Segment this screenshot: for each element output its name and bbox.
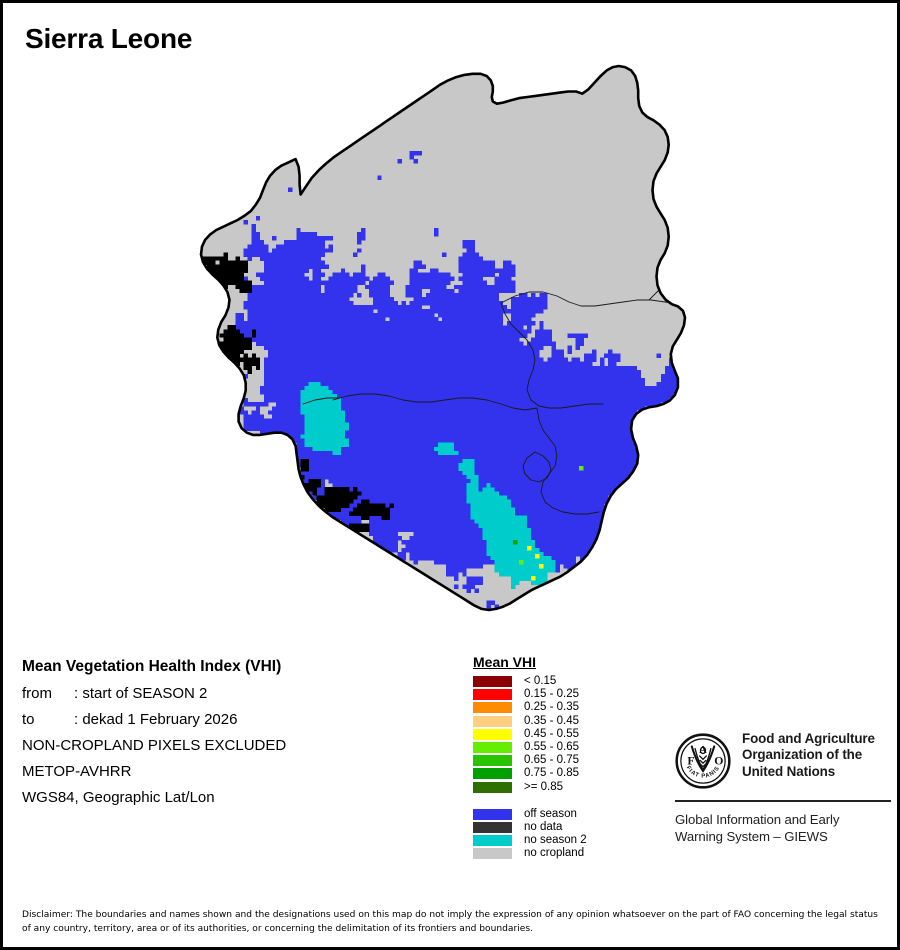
fao-name-line-1: Food and Agriculture xyxy=(742,731,875,746)
legend-class-swatch xyxy=(473,755,512,767)
sierra-leone-map[interactable] xyxy=(183,48,748,633)
giews-name: Global Information and Early Warning Sys… xyxy=(675,811,893,845)
legend-special-label: no data xyxy=(524,820,563,833)
fao-logo-icon: F A O FIAT PANIS xyxy=(675,733,731,789)
map-canvas[interactable] xyxy=(183,48,748,633)
legend-class-swatch xyxy=(473,742,512,754)
legend-class-row[interactable]: 0.25 - 0.35 xyxy=(473,701,587,714)
info-projection: WGS84, Geographic Lat/Lon xyxy=(22,789,215,806)
legend-special-row[interactable]: off season xyxy=(473,808,587,821)
fao-name-line-3: United Nations xyxy=(742,763,836,779)
info-row-from: from : start of SEASON 2 xyxy=(22,685,442,702)
legend-class-label: 0.75 - 0.85 xyxy=(524,767,579,780)
legend-special-swatch xyxy=(473,848,512,860)
water-estuary-layer xyxy=(203,252,394,533)
info-to-key: to xyxy=(22,711,35,728)
fao-emblem-icon: F A O FIAT PANIS xyxy=(675,733,731,789)
giews-line-1: Global Information and Early xyxy=(675,812,840,827)
fao-branding: F A O FIAT PANIS Food and Agriculture Or… xyxy=(675,731,893,845)
legend-special-swatch xyxy=(473,821,512,833)
country-outline xyxy=(199,64,687,612)
info-sensor: METOP-AVHRR xyxy=(22,763,132,780)
legend-special-row[interactable]: no season 2 xyxy=(473,834,587,847)
info-noncropland-note: NON-CROPLAND PIXELS EXCLUDED xyxy=(22,737,287,754)
legend-special-label: off season xyxy=(524,807,577,820)
legend-class-label: 0.65 - 0.75 xyxy=(524,754,579,767)
disclaimer-text: Disclaimer: The boundaries and names sho… xyxy=(22,910,878,934)
legend-class-row[interactable]: 0.75 - 0.85 xyxy=(473,767,587,780)
legend-class-row[interactable]: 0.35 - 0.45 xyxy=(473,715,587,728)
legend-class-rows: < 0.15 0.15 - 0.25 0.25 - 0.35 0.35 - 0.45 0… xyxy=(473,675,587,794)
info-row-to: to : dekad 1 February 2026 xyxy=(22,711,442,728)
legend-special-swatch xyxy=(473,835,512,847)
legend-special-row[interactable]: no cropland xyxy=(473,847,587,860)
info-heading: Mean Vegetation Health Index (VHI) xyxy=(22,658,282,675)
legend-class-row[interactable]: >= 0.85 xyxy=(473,781,587,794)
legend-class-label: 0.25 - 0.35 xyxy=(524,701,579,714)
legend-class-swatch xyxy=(473,715,512,727)
legend-special-rows: off season no data no season 2 no cropland xyxy=(473,808,587,861)
legend-special-row[interactable]: no data xyxy=(473,821,587,834)
legend-spacer xyxy=(473,794,587,808)
legend-class-row[interactable]: 0.45 - 0.55 xyxy=(473,728,587,741)
map-info-block: Mean Vegetation Health Index (VHI) from … xyxy=(22,658,442,815)
legend-class-swatch xyxy=(473,768,512,780)
legend-special-label: no season 2 xyxy=(524,834,587,847)
legend-class-swatch xyxy=(473,676,512,688)
fao-name-line-2: Organization of the xyxy=(742,747,863,763)
fao-logo-and-name: F A O FIAT PANIS Food and Agriculture Or… xyxy=(675,731,893,789)
legend-class-label: 0.45 - 0.55 xyxy=(524,727,579,740)
page-title: Sierra Leone xyxy=(25,23,193,54)
legend: Mean VHI < 0.15 0.15 - 0.25 0.25 - 0.35 0.3… xyxy=(473,654,587,860)
vhi-raster-layer xyxy=(231,151,678,610)
legend-class-label: >= 0.85 xyxy=(524,780,564,793)
legend-class-row[interactable]: 0.65 - 0.75 xyxy=(473,754,587,767)
fao-divider xyxy=(675,800,891,802)
legend-special-label: no cropland xyxy=(524,847,585,860)
legend-special-swatch xyxy=(473,808,512,820)
legend-class-row[interactable]: 0.15 - 0.25 xyxy=(473,688,587,701)
legend-title: Mean VHI xyxy=(473,654,537,670)
info-from-value: : start of SEASON 2 xyxy=(74,685,208,702)
legend-class-label: 0.35 - 0.45 xyxy=(524,714,579,727)
giews-line-2: Warning System – GIEWS xyxy=(675,829,828,844)
info-from-key: from xyxy=(22,685,52,702)
legend-class-row[interactable]: < 0.15 xyxy=(473,675,587,688)
info-to-value: : dekad 1 February 2026 xyxy=(74,711,238,728)
legend-class-swatch xyxy=(473,728,512,740)
legend-class-label: 0.15 - 0.25 xyxy=(524,688,579,701)
legend-class-swatch xyxy=(473,702,512,714)
legend-class-swatch xyxy=(473,689,512,701)
legend-class-label: < 0.15 xyxy=(524,675,557,688)
legend-class-swatch xyxy=(473,781,512,793)
legend-class-label: 0.55 - 0.65 xyxy=(524,741,579,754)
legend-class-row[interactable]: 0.55 - 0.65 xyxy=(473,741,587,754)
fao-organization-name: Food and Agriculture Organization of the… xyxy=(742,731,875,780)
